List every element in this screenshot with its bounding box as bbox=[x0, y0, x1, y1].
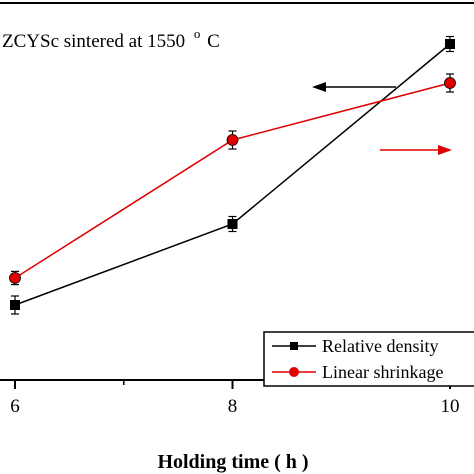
x-tick-label: 6 bbox=[10, 396, 20, 417]
data-point bbox=[227, 219, 238, 229]
annotation-unit: C bbox=[207, 31, 220, 52]
series-line-linear-shrinkage bbox=[14, 82, 451, 279]
x-tick-label: 8 bbox=[228, 396, 238, 417]
arrow-linear-shrinkage bbox=[380, 145, 452, 155]
arrow-relative-density bbox=[312, 82, 396, 92]
x-tick-label: 10 bbox=[441, 396, 460, 417]
legend-label-relative-density: Relative density bbox=[322, 336, 438, 356]
legend: Relative density Linear shrinkage bbox=[263, 331, 474, 387]
data-point bbox=[444, 77, 456, 89]
chart-annotation: ZCYSc sintered at 1550 o C bbox=[2, 22, 220, 52]
series-arrows bbox=[312, 82, 452, 155]
legend-marker-linear-shrinkage bbox=[289, 367, 299, 377]
series-line-relative-density bbox=[14, 43, 451, 306]
data-point bbox=[445, 39, 455, 49]
legend-marker-relative-density bbox=[290, 342, 298, 350]
annotation-text: ZCYSc sintered at 1550 bbox=[2, 31, 185, 52]
legend-label-linear-shrinkage: Linear shrinkage bbox=[322, 362, 443, 382]
data-point bbox=[9, 272, 21, 284]
x-axis-label: Holding time ( h ) bbox=[157, 451, 308, 473]
data-point bbox=[10, 300, 20, 310]
series-linear-shrinkage bbox=[9, 73, 456, 286]
data-point bbox=[226, 134, 239, 146]
series-layer bbox=[9, 35, 456, 315]
annotation-degree: o bbox=[194, 26, 201, 41]
x-tick-labels: 6 8 10 bbox=[10, 396, 459, 417]
series-relative-density bbox=[10, 35, 455, 315]
legend-box bbox=[263, 331, 474, 387]
